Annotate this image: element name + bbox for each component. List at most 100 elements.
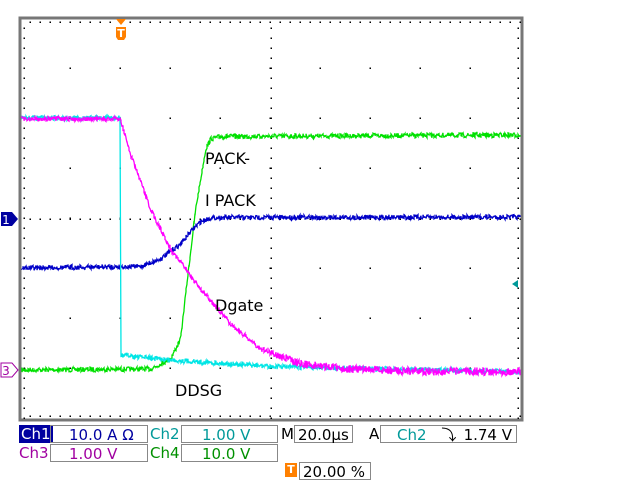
tick [79,415,81,417]
tick [339,415,341,417]
tick [69,218,71,220]
tick [39,218,41,220]
timebase-value[interactable]: 20.0µs [294,425,353,444]
tick [319,218,321,220]
tick [189,21,191,23]
tick [409,415,411,417]
trigger-position-marker: T [116,19,126,40]
tick [339,21,341,23]
trigger-source: Ch2 [397,426,427,444]
tick [369,415,371,417]
tick [517,207,519,209]
tick [119,415,121,417]
tick [517,57,519,59]
tick [517,37,519,39]
tick [517,347,519,349]
tick [23,247,25,249]
tick [29,218,31,220]
ch3-label[interactable]: Ch3 [19,444,49,462]
tick [269,21,271,23]
grid-dot [69,217,71,219]
tick [379,218,381,220]
grid-dot [169,67,171,69]
tick [270,87,272,89]
grid-dot [319,317,321,319]
tick [89,21,91,23]
tick [517,337,519,339]
tick [159,415,161,417]
tick [23,417,25,419]
tick [319,415,321,417]
tick [379,21,381,23]
ch4-scale[interactable]: 10.0 V [181,444,278,463]
tick [419,218,421,220]
ch4-label[interactable]: Ch4 [150,444,180,462]
tick [99,218,101,220]
grid-dot [169,367,171,369]
tick [519,218,521,220]
tick [270,67,272,69]
tick [23,297,25,299]
tick [270,347,272,349]
tick [270,387,272,389]
svg-text:1: 1 [2,213,10,227]
trace-pack [21,130,521,374]
grid-dot [369,167,371,169]
trigger-position-value[interactable]: 20.00 % [299,462,371,481]
tick [270,397,272,399]
ch1-scale[interactable]: 10.0 A Ω [50,425,148,444]
tick [270,417,272,419]
tick [517,97,519,99]
grid-dot [419,117,421,119]
tick [139,218,141,220]
tick [139,415,141,417]
trace-i-pack [21,212,521,272]
grid-dot [169,167,171,169]
tick [270,197,272,199]
svg-text:3: 3 [2,364,10,378]
tick [270,107,272,109]
tick [189,218,191,220]
tick [389,415,391,417]
grid-dot [269,117,271,119]
label-ipack: I PACK [205,191,256,210]
tick [299,415,301,417]
tick [39,415,41,417]
tick [269,415,271,417]
tick [309,218,311,220]
tick [209,415,211,417]
tick [23,327,25,329]
grid-dot [219,317,221,319]
tick [270,337,272,339]
timebase-label: M [281,425,294,443]
tick [479,415,481,417]
tick [149,415,151,417]
tick [519,415,521,417]
tick [23,347,25,349]
tick [270,247,272,249]
tick [23,27,25,29]
ch2-label[interactable]: Ch2 [150,425,180,443]
tick [270,77,272,79]
trigger-readout[interactable]: Ch2 ⤵ 1.74 V [380,425,517,444]
tick [479,218,481,220]
grid-dot [419,67,421,69]
tick [23,207,25,209]
tick [517,407,519,409]
tick [270,377,272,379]
tick [270,357,272,359]
ch1-label[interactable]: Ch1 [19,425,53,443]
tick [469,415,471,417]
tick [270,37,272,39]
tick [309,21,311,23]
ch2-scale[interactable]: 1.00 V [181,425,278,444]
tick [270,47,272,49]
tick [23,107,25,109]
tick [517,127,519,129]
tick [359,21,361,23]
trigger-position-icon: T [285,463,297,477]
tick [449,218,451,220]
ch3-scale[interactable]: 1.00 V [50,444,148,463]
tick [517,357,519,359]
